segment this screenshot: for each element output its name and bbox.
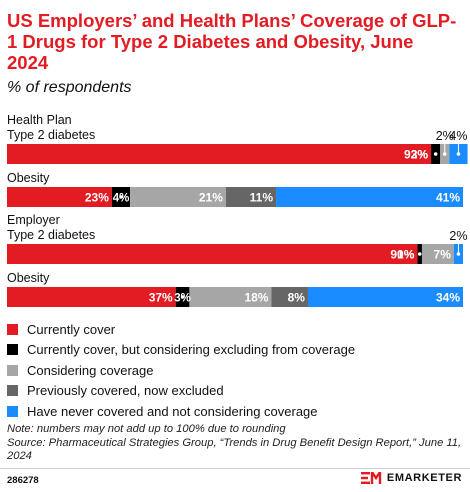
brand: EMARKETER bbox=[360, 472, 462, 484]
legend-item-previously-covered: Previously covered, now excluded bbox=[7, 381, 355, 402]
legend-label: Currently cover bbox=[27, 321, 116, 337]
row-label-type-2-diabetes: Type 2 diabetes bbox=[7, 128, 95, 142]
footer-divider bbox=[0, 468, 470, 469]
chart-id: 286278 bbox=[7, 475, 39, 486]
data-label-currently-cover: 23% bbox=[85, 191, 109, 205]
data-label-never-covered: 34% bbox=[436, 291, 460, 305]
data-label-never-covered: 4% bbox=[449, 129, 467, 143]
legend-item-currently-cover: Currently cover bbox=[7, 319, 355, 340]
legend-swatch-considering-coverage bbox=[7, 364, 18, 376]
legend-swatch-never-covered bbox=[7, 405, 18, 417]
data-label-previously-covered: 8% bbox=[288, 291, 306, 305]
bar-considering-coverage bbox=[130, 187, 226, 207]
group-label-employer: Employer bbox=[7, 213, 60, 227]
legend-label: Considering coverage bbox=[27, 362, 154, 378]
emarketer-logo-icon bbox=[360, 472, 382, 484]
row-label-obesity: Obesity bbox=[7, 171, 50, 185]
data-label-never-covered: 41% bbox=[436, 191, 460, 205]
brand-name: EMARKETER bbox=[386, 472, 462, 484]
note-text: Note: numbers may not add up to 100% due… bbox=[7, 423, 286, 435]
row-label-type-2-diabetes: Type 2 diabetes bbox=[7, 228, 95, 242]
chart-title: US Employers’ and Health Plans’ Coverage… bbox=[7, 10, 457, 73]
data-label-considering-coverage: 21% bbox=[199, 191, 223, 205]
legend-item-considering-excluding: Currently cover, but considering excludi… bbox=[7, 340, 355, 361]
chart-subtitle: % of respondents bbox=[7, 79, 132, 96]
bar-previously-covered bbox=[225, 187, 277, 207]
legend-swatch-currently-cover bbox=[7, 323, 18, 335]
bar-considering-coverage bbox=[189, 287, 272, 307]
legend-item-considering-coverage: Considering coverage bbox=[7, 360, 355, 381]
data-label-never-covered: 2% bbox=[449, 229, 467, 243]
data-label-currently-cover: 37% bbox=[149, 291, 173, 305]
data-label-considering-excluding: 1% bbox=[397, 248, 415, 262]
legend-swatch-previously-covered bbox=[7, 385, 18, 397]
bar-currently-cover bbox=[7, 244, 418, 264]
marker-considering-excluding bbox=[417, 252, 422, 256]
data-label-considering-coverage: 18% bbox=[244, 291, 268, 305]
group-label-health-plan: Health Plan bbox=[7, 113, 72, 127]
data-label-considering-excluding: 4% bbox=[113, 193, 130, 205]
legend-label: Have never covered and not considering c… bbox=[27, 403, 318, 419]
marker-considering-excluding bbox=[433, 152, 438, 156]
data-label-currently-cover: 90% bbox=[390, 248, 414, 262]
bar-considering-coverage bbox=[421, 244, 454, 264]
chart-legend: Currently cover Currently cover, but con… bbox=[7, 319, 355, 422]
data-label-considering-coverage: 2% bbox=[436, 129, 454, 143]
data-label-previously-covered: 11% bbox=[250, 191, 274, 205]
legend-item-never-covered: Have never covered and not considering c… bbox=[7, 401, 355, 422]
row-label-obesity: Obesity bbox=[7, 271, 50, 285]
legend-label: Currently cover, but considering excludi… bbox=[27, 342, 356, 358]
data-label-considering-excluding: 2% bbox=[411, 148, 429, 162]
marker-considering-excluding bbox=[180, 295, 185, 299]
bar-never-covered bbox=[276, 187, 463, 207]
bar-never-covered bbox=[307, 287, 463, 307]
chart-notes: Note: numbers may not add up to 100% due… bbox=[7, 423, 463, 464]
data-label-considering-coverage: 7% bbox=[434, 248, 452, 262]
bar-currently-cover bbox=[7, 144, 432, 164]
bar-previously-covered bbox=[271, 287, 308, 307]
marker-considering-excluding bbox=[119, 195, 123, 199]
data-label-currently-cover: 93% bbox=[404, 148, 428, 162]
source-text: Source: Pharmaceutical Strategies Group,… bbox=[7, 436, 462, 463]
legend-swatch-considering-excluding bbox=[7, 344, 18, 356]
legend-label: Previously covered, now excluded bbox=[27, 383, 224, 399]
bar-currently-cover bbox=[7, 287, 176, 307]
bar-currently-cover bbox=[7, 187, 112, 207]
data-label-considering-excluding: 3% bbox=[174, 293, 191, 305]
